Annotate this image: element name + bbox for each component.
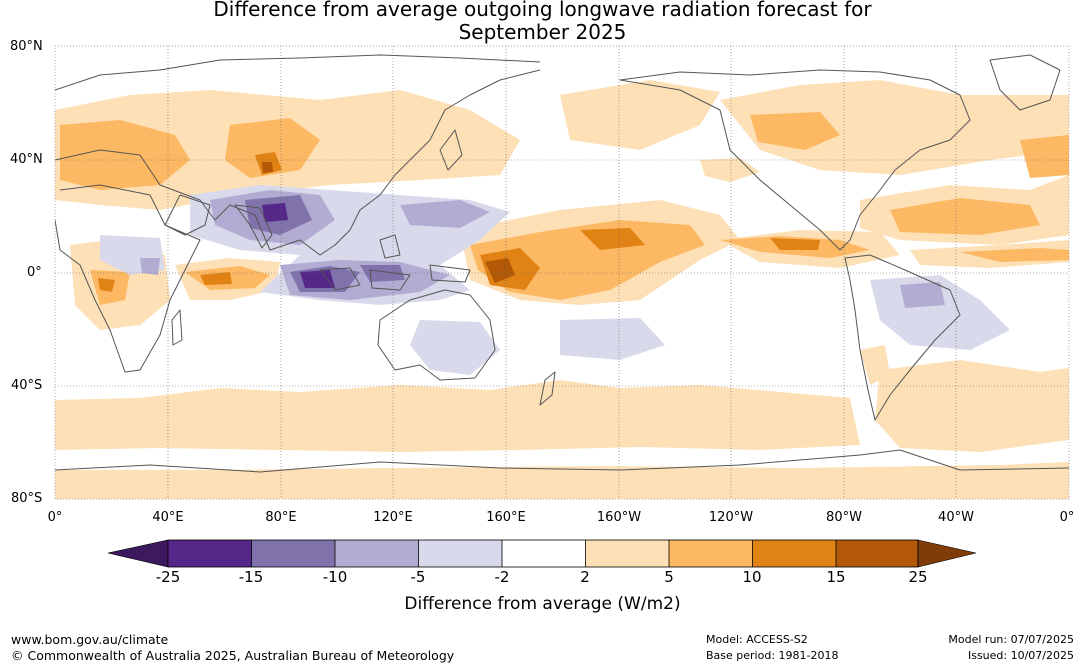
colorbar-bin xyxy=(335,540,419,567)
colorbar-bin xyxy=(168,540,252,567)
colorbar-bin xyxy=(836,540,918,567)
colorbar-title: Difference from average (W/m2) xyxy=(404,594,681,614)
colorbar-bin xyxy=(752,540,836,567)
colorbar-bin xyxy=(669,540,753,567)
lon-label-0: 0° xyxy=(47,510,63,525)
map-title-line2: September 2025 xyxy=(458,20,627,44)
colorbar-tick: -5 xyxy=(410,568,426,586)
lat-label-40n: 40°N xyxy=(10,152,43,167)
lon-label-40e: 40°E xyxy=(152,510,184,525)
lat-label-80n: 80°N xyxy=(10,39,43,54)
colorbar-tick: 2 xyxy=(580,568,590,586)
lon-label-80w: 80°W xyxy=(826,510,862,525)
colorbar-bin xyxy=(502,540,586,567)
lon-label-160w: 160°W xyxy=(596,510,642,525)
colorbar-tick: -25 xyxy=(155,568,181,586)
lon-label-120e: 120°E xyxy=(373,510,413,525)
lon-label-80e: 80°E xyxy=(265,510,297,525)
anomaly-field xyxy=(55,46,1069,499)
colorbar-tick: -10 xyxy=(322,568,348,586)
lon-label-40w: 40°W xyxy=(938,510,974,525)
colorbar-bin xyxy=(418,540,502,567)
colorbar-tick: -2 xyxy=(494,568,510,586)
colorbar-tick: 5 xyxy=(664,568,674,586)
map-frame xyxy=(54,45,1070,500)
lat-label-80s: 80°S xyxy=(11,491,43,506)
colorbar-tick: -15 xyxy=(238,568,264,586)
lon-label-120w: 120°W xyxy=(708,510,754,525)
lat-label-40s: 40°S xyxy=(11,378,43,393)
map-title-line1: Difference from average outgoing longwav… xyxy=(213,0,872,21)
colorbar-extend-low xyxy=(107,539,169,568)
footer-copyright: © Commonwealth of Australia 2025, Austra… xyxy=(11,648,455,663)
lat-label-0: 0° xyxy=(27,265,42,280)
lon-label-0-end: 0° xyxy=(1059,510,1075,525)
colorbar-extend-high xyxy=(917,539,977,568)
lon-label-160e: 160°E xyxy=(486,510,526,525)
colorbar-tick: 25 xyxy=(908,568,928,586)
footer-issued: Issued: 10/07/2025 xyxy=(967,649,1074,662)
footer-base-period: Base period: 1981-2018 xyxy=(706,649,839,662)
colorbar-bin xyxy=(585,540,669,567)
footer-model-run: Model run: 07/07/2025 xyxy=(948,633,1074,646)
footer-model: Model: ACCESS-S2 xyxy=(706,633,808,646)
color-bar xyxy=(107,539,977,568)
colorbar-bin xyxy=(251,540,335,567)
footer-url[interactable]: www.bom.gov.au/climate xyxy=(11,632,169,647)
colorbar-tick: 10 xyxy=(742,568,762,586)
colorbar-tick: 15 xyxy=(826,568,846,586)
